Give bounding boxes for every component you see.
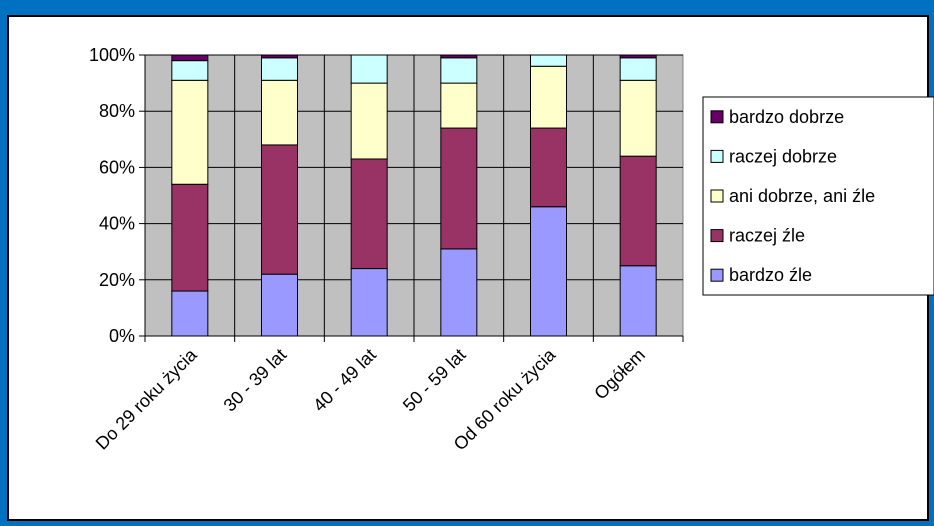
bar-raczej-zle-30-39-lat <box>261 144 298 275</box>
bar-raczej-zle-ogolem <box>619 155 657 267</box>
bar-bardzo-zle-40-49-lat <box>350 268 388 337</box>
bar-bardzo-dobrze-do-29-roku-zycia <box>171 54 209 62</box>
y-tick-label: 100% <box>89 45 135 65</box>
bar-ani-dobrze-ani-zle-ogolem <box>619 79 657 157</box>
bar-ani-dobrze-ani-zle-40-49-lat <box>350 82 388 160</box>
bar-raczej-dobrze-ogolem <box>619 57 657 81</box>
x-tick-label: Ogółem <box>590 345 649 404</box>
bar-ani-dobrze-ani-zle-od-60-roku-zycia <box>530 65 567 129</box>
legend-label-bardzo-zle: bardzo źle <box>729 265 812 285</box>
bar-raczej-dobrze-40-49-lat <box>350 54 388 84</box>
legend-swatch-raczej-zle <box>710 229 724 243</box>
bar-raczej-zle-od-60-roku-zycia <box>530 127 567 208</box>
bar-raczej-zle-40-49-lat <box>350 158 388 270</box>
bar-bardzo-zle-30-39-lat <box>261 273 298 337</box>
y-tick-label: 20% <box>99 270 135 290</box>
y-tick-label: 60% <box>99 157 135 177</box>
bar-ani-dobrze-ani-zle-do-29-roku-zycia <box>171 79 209 185</box>
y-tick-labels: 0% 20% 40% 60% 80% 100% <box>89 45 135 346</box>
bar-bardzo-zle-od-60-roku-zycia <box>530 206 567 337</box>
legend-label-raczej-dobrze: raczej dobrze <box>729 146 837 166</box>
legend-swatch-ani-dobrze-ani-zle <box>710 189 724 203</box>
legend-swatch-raczej-dobrze <box>710 149 724 163</box>
y-tick-label: 80% <box>99 101 135 121</box>
x-tick-label: 40 - 49 lat <box>309 345 380 416</box>
x-tick-labels: Do 29 roku życia 30 - 39 lat 40 - 49 lat 50… <box>92 344 649 454</box>
legend-box <box>702 96 934 296</box>
legend-label-ani-dobrze-ani-zle: ani dobrze, ani źle <box>729 186 875 206</box>
bar-bardzo-dobrze-30-39-lat <box>261 54 298 59</box>
legend-swatch-bardzo-zle <box>710 268 724 282</box>
bar-bardzo-zle-ogolem <box>619 265 657 337</box>
x-tick-label: 30 - 39 lat <box>220 345 291 416</box>
bar-ani-dobrze-ani-zle-50-59-lat <box>440 82 478 129</box>
bars <box>171 54 657 337</box>
bar-raczej-dobrze-do-29-roku-zycia <box>171 60 209 81</box>
bar-ani-dobrze-ani-zle-30-39-lat <box>261 79 298 146</box>
legend-label-raczej-zle: raczej źle <box>729 226 805 246</box>
legend: bardzo dobrze raczej dobrze ani dobrze, an… <box>702 96 934 296</box>
bar-bardzo-zle-do-29-roku-zycia <box>171 290 209 337</box>
legend-swatch-bardzo-dobrze <box>710 110 724 124</box>
x-tick-label: Do 29 roku życia <box>92 344 202 454</box>
y-tick-label: 0% <box>109 326 135 346</box>
axes <box>139 54 684 342</box>
legend-label-bardzo-dobrze: bardzo dobrze <box>729 107 844 127</box>
bar-raczej-zle-do-29-roku-zycia <box>171 183 209 292</box>
y-tick-label: 40% <box>99 214 135 234</box>
bar-bardzo-dobrze-ogolem <box>619 54 657 59</box>
x-tick-label: 50 - 59 lat <box>399 345 470 416</box>
bar-raczej-dobrze-od-60-roku-zycia <box>530 54 567 67</box>
bar-bardzo-zle-50-59-lat <box>440 248 478 337</box>
bar-raczej-zle-50-59-lat <box>440 127 478 250</box>
bar-raczej-dobrze-30-39-lat <box>261 57 298 81</box>
bar-bardzo-dobrze-50-59-lat <box>440 54 478 59</box>
bar-raczej-dobrze-50-59-lat <box>440 57 478 84</box>
